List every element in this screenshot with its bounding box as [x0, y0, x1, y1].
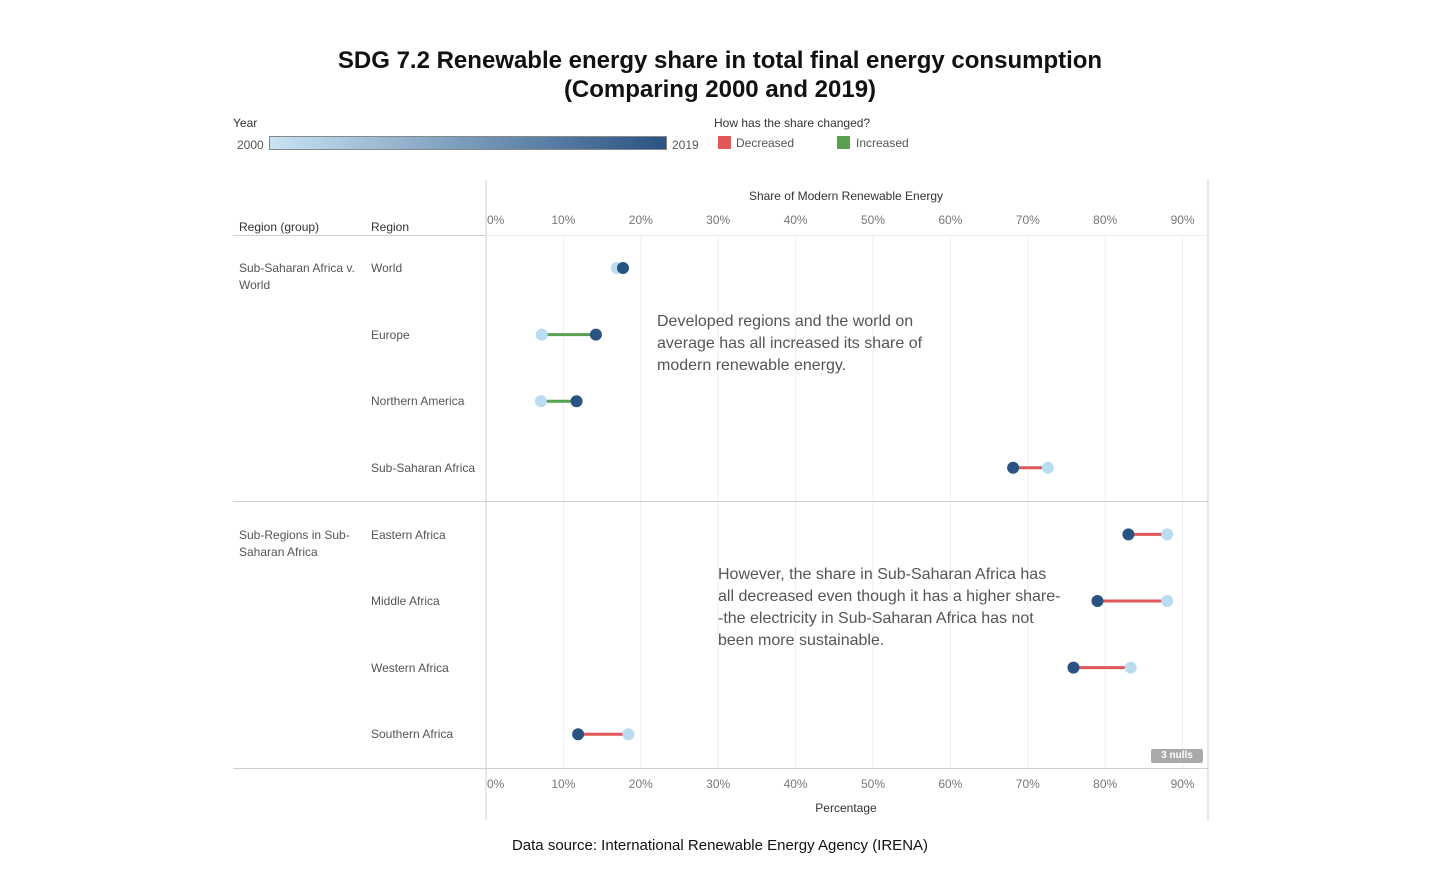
tick-label-bottom: 0% — [487, 777, 505, 791]
annotation-sub-saharan: However, the share in Sub-Saharan Africa… — [718, 566, 1061, 649]
axis-bottom-title: Percentage — [815, 801, 877, 815]
dot-2019 — [589, 328, 602, 341]
tick-labels: 0% 0% 10% 10% 20% 20% 30% 30% 40% 40% 50% 50% 60% 60%… — [487, 213, 1195, 791]
chart-title: SDG 7.2 Renewable energy share in total … — [0, 46, 1440, 104]
dot-2019 — [572, 728, 585, 741]
region-label-sub-saharan-africa: Sub-Saharan Africa — [371, 461, 476, 475]
year-legend-title: Year — [233, 116, 258, 130]
decreased-swatch[interactable] — [718, 136, 731, 149]
chart-title-line1: SDG 7.2 Renewable energy share in total … — [337, 47, 1103, 74]
chart-frame — [233, 180, 1209, 820]
dot-2019 — [1091, 595, 1104, 607]
dot-2019 — [616, 262, 629, 274]
dot-2019 — [1007, 461, 1020, 474]
tick-label-top: 50% — [861, 213, 885, 227]
tick-label-bottom: 40% — [784, 777, 808, 791]
region-label-northern-america: Northern America — [371, 394, 465, 408]
region-label-western-africa: Western Africa — [371, 661, 449, 675]
group-label-1: Sub-Saharan Africa v. World — [239, 261, 355, 292]
region-label-eastern-africa: Eastern Africa — [371, 528, 446, 542]
dot-2000 — [535, 328, 548, 341]
nulls-badge[interactable]: 3 nulls — [1151, 749, 1203, 763]
dot-2000 — [622, 728, 635, 741]
dot-2000 — [1161, 595, 1174, 607]
region-label-middle-africa: Middle Africa — [371, 594, 440, 608]
dot-2019 — [570, 395, 583, 408]
year-legend-start: 2000 — [237, 138, 264, 152]
tick-label-bottom: 90% — [1171, 777, 1195, 791]
group-label-2: Sub-Regions in Sub-Saharan Africa — [239, 528, 350, 559]
increased-label: Increased — [856, 136, 909, 150]
tick-label-top: 0% — [487, 213, 505, 227]
dot-2000 — [534, 395, 547, 408]
axis-top-title: Share of Modern Renewable Energy — [749, 189, 943, 203]
tick-label-top: 40% — [784, 213, 808, 227]
tick-label-bottom: 70% — [1016, 777, 1040, 791]
tick-label-top: 10% — [551, 213, 575, 227]
chart-title-line2: (Comparing 2000 and 2019) — [563, 76, 877, 103]
tick-label-top: 80% — [1093, 213, 1117, 227]
change-legend-title: How has the share changed? — [714, 116, 871, 130]
annotation-developed: Developed regions and the world on avera… — [657, 313, 923, 374]
region-label-southern-africa: Southern Africa — [371, 727, 454, 741]
tick-label-bottom: 10% — [551, 777, 575, 791]
increased-swatch[interactable] — [837, 136, 850, 149]
header-region: Region — [371, 220, 410, 234]
dot-2000 — [1124, 661, 1137, 674]
dot-2000 — [1161, 528, 1174, 541]
tick-label-top: 70% — [1016, 213, 1040, 227]
tick-label-bottom: 80% — [1093, 777, 1117, 791]
header-region-group: Region (group) — [239, 220, 320, 234]
dot-2019 — [1122, 528, 1135, 541]
tick-label-bottom: 30% — [706, 777, 730, 791]
data-source-footer: Data source: International Renewable Ene… — [511, 837, 929, 854]
dot-2019 — [1067, 661, 1080, 674]
tick-label-top: 60% — [938, 213, 962, 227]
tick-label-top: 20% — [629, 213, 653, 227]
tick-label-bottom: 50% — [861, 777, 885, 791]
year-gradient-bar[interactable] — [269, 136, 667, 150]
tick-label-bottom: 20% — [629, 777, 653, 791]
region-label-world: World — [371, 261, 403, 275]
tick-label-bottom: 60% — [938, 777, 962, 791]
region-label-europe: Europe — [371, 328, 410, 342]
tick-label-top: 90% — [1171, 213, 1195, 227]
decreased-label: Decreased — [736, 136, 795, 150]
dot-2000 — [1041, 461, 1054, 474]
data-marks — [534, 262, 1174, 741]
tick-label-top: 30% — [706, 213, 730, 227]
year-legend-end: 2019 — [672, 138, 699, 152]
